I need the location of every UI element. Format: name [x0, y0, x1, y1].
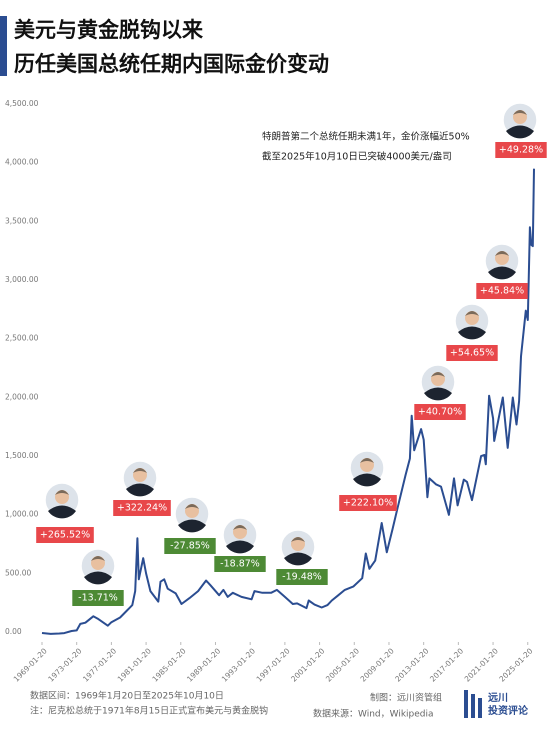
footer-source: 数据来源：Wind，Wikipedia	[313, 708, 434, 720]
portrait-hair	[360, 458, 374, 463]
term-change-box	[339, 495, 397, 511]
president-portrait	[420, 364, 456, 401]
president-portrait	[174, 496, 210, 533]
footer-range: 数据区间：1969年1月20日至2025年10月10日	[30, 690, 224, 702]
president-portrait	[280, 529, 316, 566]
logo-text: 投资评论	[488, 704, 529, 717]
portrait-suit	[178, 519, 206, 533]
logo-bar	[471, 694, 475, 718]
portrait-hair	[55, 490, 69, 495]
y-tick-label: 4,500.00	[5, 99, 39, 108]
logo-bar	[478, 698, 482, 718]
term-change-box	[36, 527, 94, 543]
x-tick-label: 2021-01-20	[463, 646, 500, 683]
title-bar	[0, 16, 7, 76]
x-tick-label: 1969-01-20	[12, 646, 49, 683]
x-tick-label: 2013-01-20	[393, 646, 430, 683]
x-tick-label: 2005-01-20	[324, 646, 361, 683]
term-change-box	[495, 142, 547, 158]
footer-author: 制图：远川资管组	[370, 692, 442, 704]
term-change-box	[476, 283, 528, 299]
president-portrait	[80, 548, 116, 585]
x-tick-label: 1973-01-20	[46, 646, 83, 683]
portrait-hair	[233, 525, 247, 530]
x-tick-label: 2009-01-20	[359, 646, 396, 683]
term-change-box	[446, 345, 498, 361]
x-tick-label: 1989-01-20	[185, 646, 222, 683]
y-tick-label: 500.00	[5, 568, 31, 577]
portrait-hair	[91, 556, 105, 561]
portrait-suit	[488, 266, 516, 280]
term-change-box	[72, 590, 124, 606]
president-portrait	[502, 102, 538, 139]
x-tick-label: 1997-01-20	[255, 646, 292, 683]
chart-title: 美元与黄金脱钩以来	[14, 18, 204, 42]
y-tick-label: 4,000.00	[5, 158, 39, 167]
chart-title: 历任美国总统任期内国际金价变动	[14, 52, 329, 76]
term-change-label: +40.70%	[418, 407, 462, 418]
term-change-label: +49.28%	[499, 145, 543, 156]
footer-note: 注：尼克松总统于1971年8月15日正式宣布美元与黄金脱钩	[30, 705, 268, 717]
y-tick-label: 3,000.00	[5, 275, 39, 284]
annotation: 截至2025年10月10日已突破4000美元/盎司	[262, 151, 452, 163]
portrait-suit	[226, 540, 254, 554]
x-tick-label: 2001-01-20	[289, 646, 326, 683]
president-portrait	[222, 517, 258, 554]
price-line	[41, 168, 535, 635]
president-portrait	[122, 460, 158, 497]
term-change-box	[414, 404, 466, 420]
x-tick-label: 2025-01-20	[497, 646, 534, 683]
term-change-label: -27.85%	[170, 541, 210, 552]
portrait-hair	[133, 468, 147, 473]
annotation: 特朗普第二个总统任期未满1年，金价涨幅近50%	[262, 131, 470, 143]
portrait-hair	[465, 311, 479, 316]
portrait-hair	[291, 537, 305, 542]
portrait-hair	[185, 504, 199, 509]
x-tick-label: 1985-01-20	[150, 646, 187, 683]
y-tick-label: 1,000.00	[5, 510, 39, 519]
x-tick-label: 2017-01-20	[428, 646, 465, 683]
portrait-suit	[424, 387, 452, 401]
logo-bar	[464, 690, 468, 718]
term-change-label: +265.52%	[40, 530, 90, 541]
term-change-label: +45.84%	[480, 286, 524, 297]
logo-text: 远川	[488, 692, 508, 704]
portrait-hair	[513, 110, 527, 115]
portrait-suit	[353, 473, 381, 487]
portrait-suit	[506, 125, 534, 139]
x-tick-label: 1993-01-20	[220, 646, 257, 683]
term-change-box	[164, 538, 216, 554]
portrait-suit	[84, 571, 112, 585]
term-change-box	[113, 500, 171, 516]
term-change-label: -19.48%	[282, 572, 322, 583]
portrait-suit	[458, 326, 486, 340]
president-portrait	[44, 482, 80, 519]
term-change-box	[214, 556, 266, 572]
y-tick-label: 2,000.00	[5, 392, 39, 401]
portrait-suit	[126, 483, 154, 497]
logo: 远川 投资评论	[464, 690, 529, 718]
x-tick-label: 1977-01-20	[81, 646, 118, 683]
y-tick-label: 2,500.00	[5, 334, 39, 343]
y-tick-label: 1,500.00	[5, 451, 39, 460]
term-change-label: -13.71%	[78, 593, 118, 604]
term-change-label: +54.65%	[450, 348, 494, 359]
y-tick-label: 0.00	[5, 627, 22, 636]
president-portrait	[454, 303, 490, 340]
president-portrait	[484, 243, 520, 280]
portrait-suit	[284, 552, 312, 566]
portrait-hair	[495, 251, 509, 256]
term-change-box	[276, 569, 328, 585]
x-tick-label: 1981-01-20	[116, 646, 153, 683]
president-portrait	[349, 450, 385, 487]
term-change-label: +222.10%	[343, 498, 393, 509]
term-change-label: -18.87%	[220, 559, 260, 570]
portrait-hair	[431, 372, 445, 377]
term-change-label: +322.24%	[117, 503, 167, 514]
y-tick-label: 3,500.00	[5, 216, 39, 225]
portrait-suit	[48, 505, 76, 519]
